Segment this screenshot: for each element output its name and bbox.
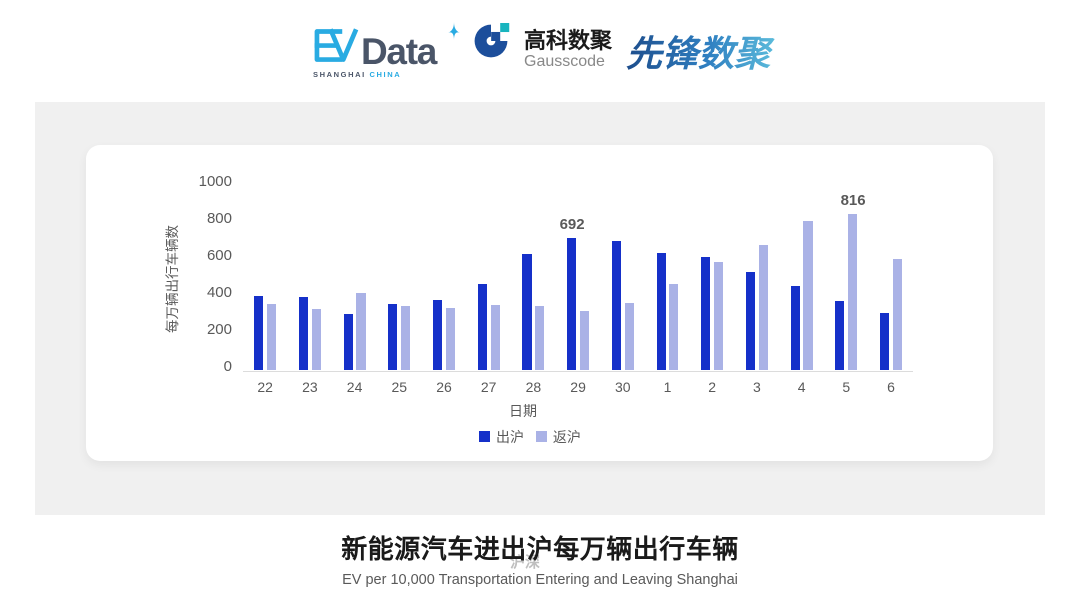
- svg-text:Gausscode: Gausscode: [524, 53, 605, 70]
- svg-text:Data: Data: [361, 31, 438, 72]
- svg-text:先锋数聚: 先锋数聚: [626, 33, 775, 74]
- svg-text:高科数聚: 高科数聚: [524, 28, 613, 53]
- svg-text:SHANGHAI CHINA: SHANGHAI CHINA: [313, 70, 401, 79]
